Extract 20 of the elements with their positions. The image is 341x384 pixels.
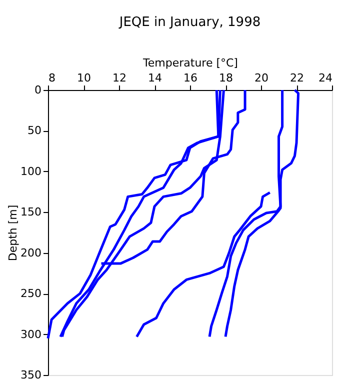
y-tick-label: 300	[20, 328, 42, 341]
y-tick-label: 200	[20, 246, 42, 260]
y-tick-label: 50	[28, 124, 42, 138]
x-tick-label: 16	[184, 72, 198, 84]
y-tick-label: 250	[20, 287, 42, 300]
y-tick-label: 0	[34, 84, 42, 96]
y-tick-label: 100	[20, 164, 42, 178]
x-tick-label: 14	[148, 72, 162, 84]
x-tick-label: 22	[290, 72, 304, 84]
x-tick-label: 20	[254, 72, 268, 84]
y-tick-label: 350	[20, 368, 42, 382]
y-tick-label: 150	[20, 206, 42, 219]
x-axis-title: Temperature [°C]	[142, 56, 238, 70]
x-tick-label: 18	[219, 72, 233, 84]
x-tick-label: 8	[48, 72, 56, 84]
x-tick-label: 10	[77, 72, 91, 84]
x-tick-label: 12	[112, 72, 126, 84]
chart-title: JEQE in January, 1998	[118, 15, 261, 30]
y-axis-title: Depth [m]	[6, 204, 20, 262]
x-tick-label: 24	[318, 72, 332, 84]
